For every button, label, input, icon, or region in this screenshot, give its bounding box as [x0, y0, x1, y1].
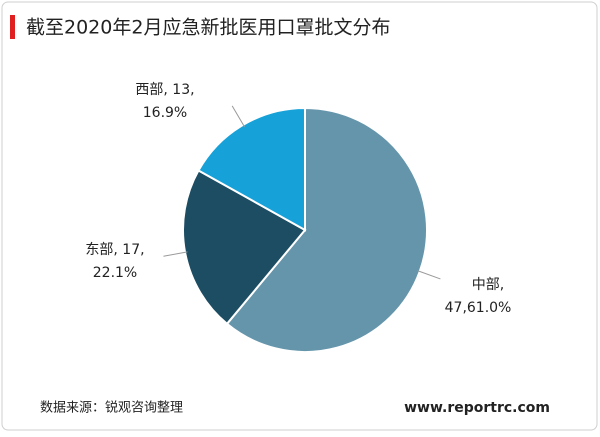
data-label: 47,61.0% — [445, 300, 512, 316]
website: www.reportrc.com — [404, 400, 550, 416]
title-accent — [10, 15, 15, 39]
chart-title: 截至2020年2月应急新批医用口罩批文分布 — [26, 17, 390, 39]
data-label: 西部, 13, — [135, 82, 194, 98]
data-label: 16.9% — [143, 105, 187, 121]
data-label: 中部, — [472, 277, 504, 293]
leader-line — [231, 105, 245, 128]
leader-line — [163, 251, 188, 257]
source: 数据来源：锐观咨询整理 — [40, 401, 183, 416]
leader-line — [417, 270, 441, 280]
data-label: 22.1% — [93, 265, 137, 281]
data-label: 东部, 17, — [85, 242, 144, 258]
